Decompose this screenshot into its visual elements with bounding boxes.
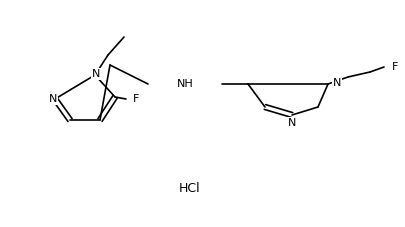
Text: N: N [92,69,100,79]
Text: N: N [287,118,296,128]
Text: NH: NH [176,79,193,89]
Text: HCl: HCl [179,183,200,195]
Text: F: F [132,94,139,104]
Text: N: N [49,94,57,104]
Text: F: F [391,62,397,72]
Text: N: N [332,78,340,88]
